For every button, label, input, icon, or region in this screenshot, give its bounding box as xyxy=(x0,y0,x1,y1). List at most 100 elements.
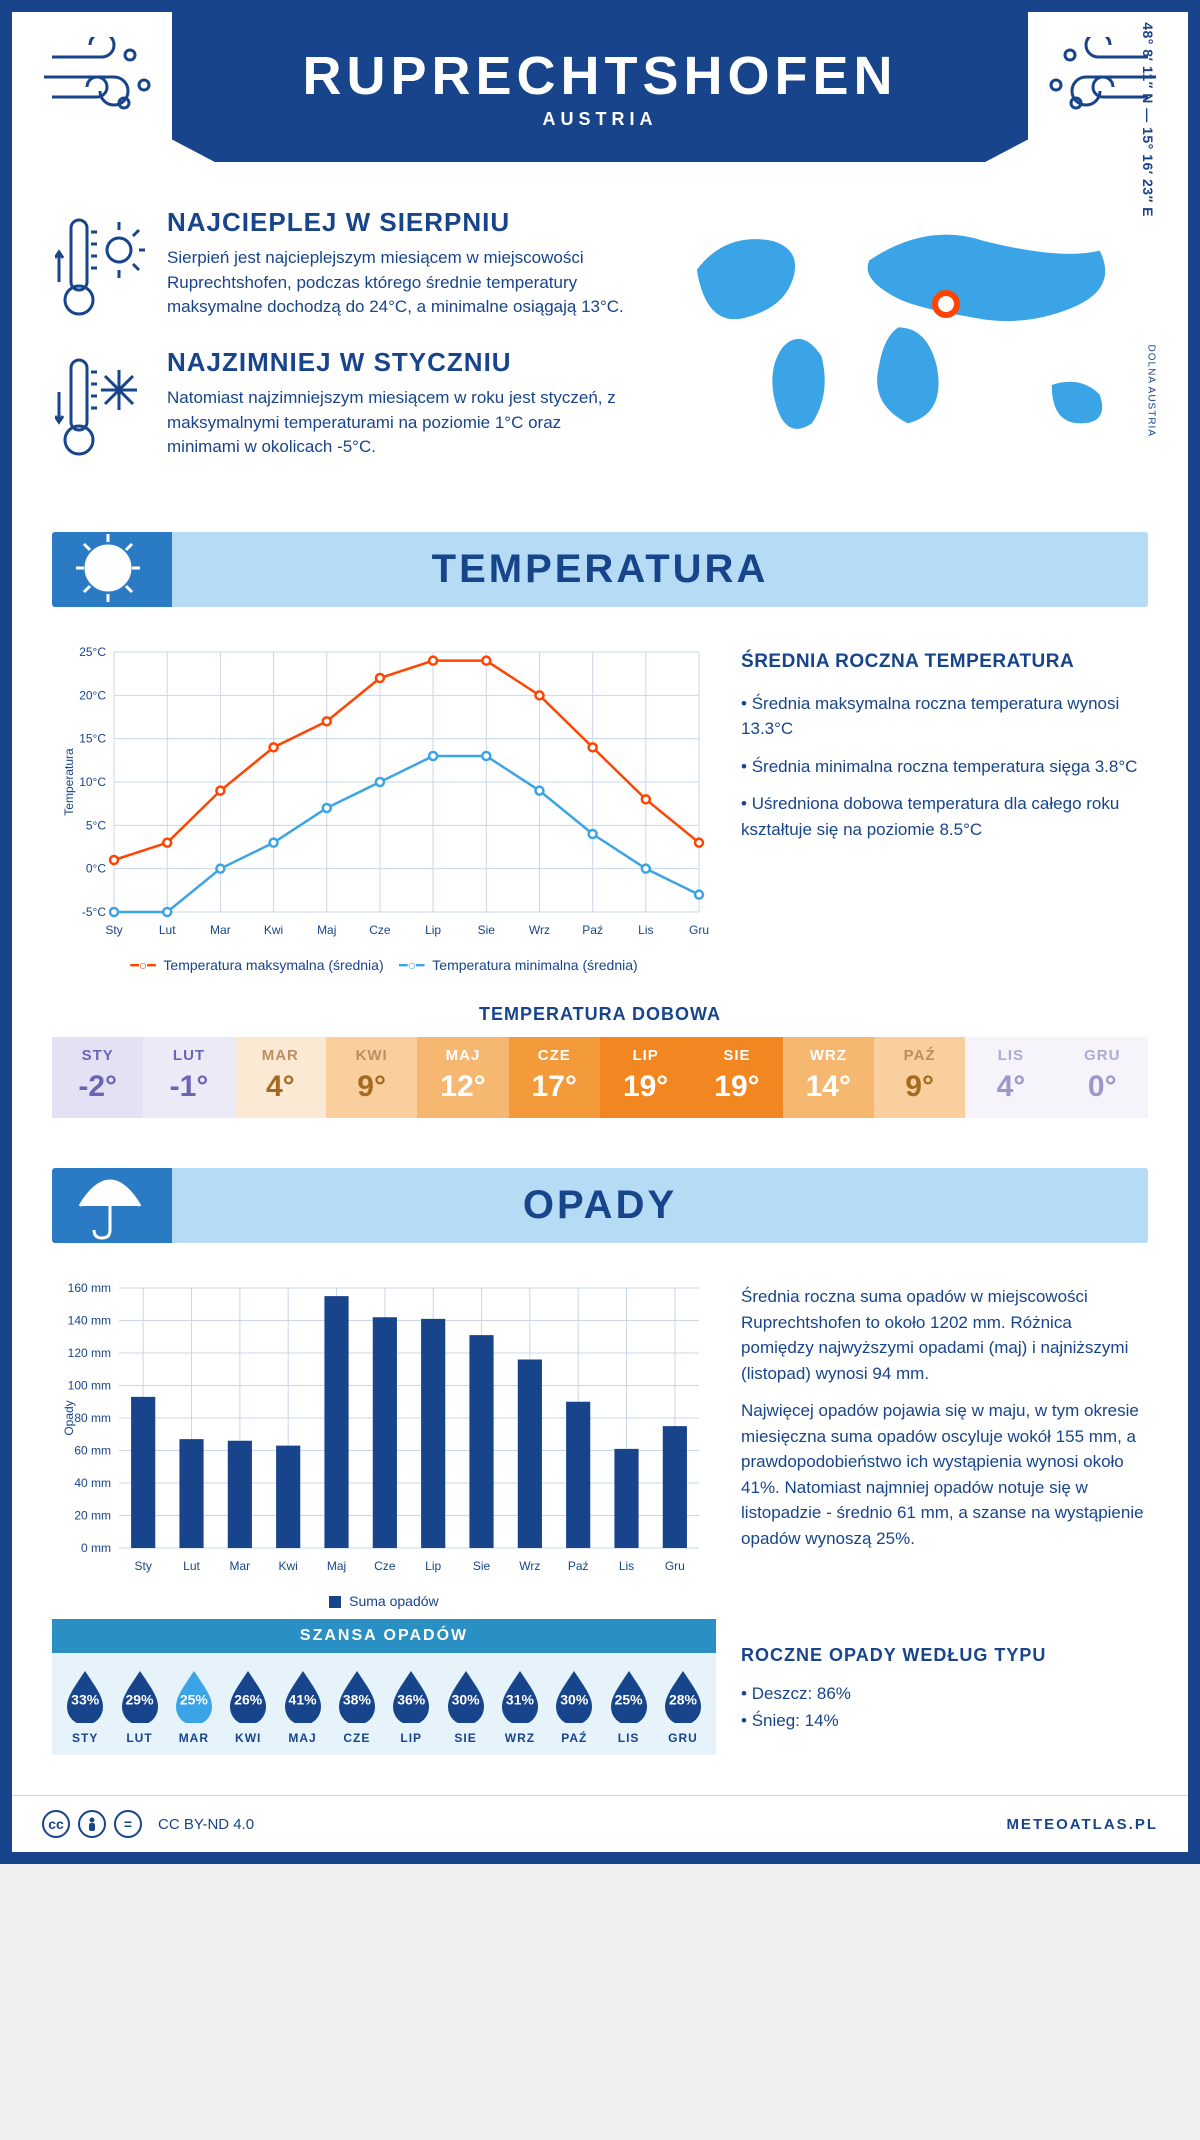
svg-text:Wrz: Wrz xyxy=(529,923,550,937)
daily-temp-cell: WRZ14° xyxy=(783,1037,874,1118)
temp-info-line: • Uśredniona dobowa temperatura dla całe… xyxy=(741,791,1148,842)
city-title: RUPRECHTSHOFEN xyxy=(302,45,897,107)
rain-chance-drop: 25%MAR xyxy=(167,1667,221,1745)
page-header: RUPRECHTSHOFEN AUSTRIA xyxy=(12,12,1188,182)
fact-hot-text: Sierpień jest najcieplejszym miesiącem w… xyxy=(167,246,638,320)
svg-text:-5°C: -5°C xyxy=(82,905,106,919)
temp-info-line: • Średnia maksymalna roczna temperatura … xyxy=(741,691,1148,742)
svg-text:0 mm: 0 mm xyxy=(81,1541,111,1555)
precipitation-bar-chart: 0 mm 20 mm 40 mm 60 mm 80 mm 100 mm 120 mm 140 … xyxy=(52,1278,716,1609)
daily-temp-cell: KWI9° xyxy=(326,1037,417,1118)
rain-chance-drop: 30%SIE xyxy=(438,1667,492,1745)
svg-text:20°C: 20°C xyxy=(79,688,106,702)
cc-icon: cc xyxy=(42,1810,70,1838)
fact-cold-title: NAJZIMNIEJ W STYCZNIU xyxy=(167,347,638,378)
section-header-temperature: TEMPERATURA xyxy=(52,532,1148,607)
svg-text:Lis: Lis xyxy=(638,923,653,937)
svg-text:Cze: Cze xyxy=(374,1559,396,1573)
rain-chance-drop: 26%KWI xyxy=(221,1667,275,1745)
svg-text:0°C: 0°C xyxy=(86,862,106,876)
rain-chance-drop: 31%WRZ xyxy=(493,1667,547,1745)
rain-chance-drop: 41%MAJ xyxy=(275,1667,329,1745)
svg-text:Opady: Opady xyxy=(62,1400,76,1435)
svg-text:140 mm: 140 mm xyxy=(68,1314,111,1328)
svg-text:Lis: Lis xyxy=(619,1559,634,1573)
daily-temp-cell: PAŹ9° xyxy=(874,1037,965,1118)
rain-chance-drop: 25%LIS xyxy=(601,1667,655,1745)
svg-text:Sty: Sty xyxy=(105,923,122,937)
rain-chance-drop: 36%LIP xyxy=(384,1667,438,1745)
umbrella-icon xyxy=(70,1166,150,1246)
thermometer-hot-icon xyxy=(52,207,147,322)
precip-text-2: Najwięcej opadów pojawia się w maju, w t… xyxy=(741,1398,1148,1551)
svg-text:100 mm: 100 mm xyxy=(68,1379,111,1393)
thermometer-cold-icon xyxy=(52,347,147,462)
section-title-precipitation: OPADY xyxy=(523,1183,677,1228)
daily-temp-cell: STY-2° xyxy=(52,1037,143,1118)
svg-text:120 mm: 120 mm xyxy=(68,1346,111,1360)
svg-text:Gru: Gru xyxy=(665,1559,685,1573)
sun-icon xyxy=(70,530,150,610)
svg-text:60 mm: 60 mm xyxy=(74,1444,111,1458)
fact-hottest: NAJCIEPLEJ W SIERPNIU Sierpień jest najc… xyxy=(52,207,638,322)
svg-text:Sty: Sty xyxy=(135,1559,152,1573)
precip-type-title: ROCZNE OPADY WEDŁUG TYPU xyxy=(741,1641,1148,1670)
fact-coldest: NAJZIMNIEJ W STYCZNIU Natomiast najzimni… xyxy=(52,347,638,462)
fact-cold-text: Natomiast najzimniejszym miesiącem w rok… xyxy=(167,386,638,460)
license-text: CC BY-ND 4.0 xyxy=(158,1816,254,1833)
brand-text: METEOATLAS.PL xyxy=(1006,1816,1158,1833)
svg-text:40 mm: 40 mm xyxy=(74,1476,111,1490)
rain-chance-drop: 33%STY xyxy=(58,1667,112,1745)
daily-temp-strip: STY-2°LUT-1°MAR4°KWI9°MAJ12°CZE17°LIP19°… xyxy=(52,1037,1148,1118)
daily-temp-cell: LIP19° xyxy=(600,1037,691,1118)
svg-text:Temperatura: Temperatura xyxy=(62,748,76,816)
svg-text:5°C: 5°C xyxy=(86,818,106,832)
svg-text:Sie: Sie xyxy=(478,923,496,937)
daily-temp-cell: LIS4° xyxy=(965,1037,1056,1118)
world-map xyxy=(668,207,1148,467)
svg-text:Paź: Paź xyxy=(582,923,603,937)
svg-text:Mar: Mar xyxy=(210,923,231,937)
svg-text:Paź: Paź xyxy=(568,1559,589,1573)
coordinates: 48° 8′ 11″ N — 15° 16′ 23″ E xyxy=(1140,22,1156,217)
svg-text:Lut: Lut xyxy=(183,1559,200,1573)
svg-text:10°C: 10°C xyxy=(79,775,106,789)
svg-text:15°C: 15°C xyxy=(79,732,106,746)
svg-text:20 mm: 20 mm xyxy=(74,1509,111,1523)
rain-chance-drop: 28%GRU xyxy=(656,1667,710,1745)
rain-chance-drop: 29%LUT xyxy=(112,1667,166,1745)
fact-hot-title: NAJCIEPLEJ W SIERPNIU xyxy=(167,207,638,238)
page-footer: cc = CC BY-ND 4.0 METEOATLAS.PL xyxy=(12,1795,1188,1852)
daily-temp-cell: CZE17° xyxy=(509,1037,600,1118)
daily-temp-cell: GRU0° xyxy=(1057,1037,1148,1118)
wind-decoration-left xyxy=(42,37,152,122)
country-subtitle: AUSTRIA xyxy=(543,109,658,130)
svg-text:Lut: Lut xyxy=(159,923,176,937)
daily-temp-cell: SIE19° xyxy=(691,1037,782,1118)
chance-title: SZANSA OPADÓW xyxy=(52,1619,716,1653)
svg-text:25°C: 25°C xyxy=(79,645,106,659)
svg-text:Wrz: Wrz xyxy=(519,1559,540,1573)
rain-chance-drop: 30%PAŹ xyxy=(547,1667,601,1745)
daily-temp-title: TEMPERATURA DOBOWA xyxy=(12,1004,1188,1025)
svg-text:Maj: Maj xyxy=(317,923,336,937)
temp-info-title: ŚREDNIA ROCZNA TEMPERATURA xyxy=(741,648,1148,677)
svg-text:Mar: Mar xyxy=(230,1559,251,1573)
daily-temp-cell: MAR4° xyxy=(235,1037,326,1118)
daily-temp-cell: MAJ12° xyxy=(417,1037,508,1118)
svg-text:Maj: Maj xyxy=(327,1559,346,1573)
svg-text:Lip: Lip xyxy=(425,923,441,937)
svg-text:Lip: Lip xyxy=(425,1559,441,1573)
license-icons: cc = CC BY-ND 4.0 xyxy=(42,1810,254,1838)
svg-text:Kwi: Kwi xyxy=(279,1559,298,1573)
precip-type-line: • Śnieg: 14% xyxy=(741,1707,1148,1734)
precip-type-line: • Deszcz: 86% xyxy=(741,1680,1148,1707)
svg-text:Cze: Cze xyxy=(369,923,391,937)
section-header-precipitation: OPADY xyxy=(52,1168,1148,1243)
svg-text:80 mm: 80 mm xyxy=(74,1411,111,1425)
svg-text:Gru: Gru xyxy=(689,923,709,937)
svg-text:Sie: Sie xyxy=(473,1559,491,1573)
daily-temp-cell: LUT-1° xyxy=(143,1037,234,1118)
svg-text:160 mm: 160 mm xyxy=(68,1281,111,1295)
temperature-line-chart: -5°C0°C5°C10°C15°C20°C25°CStyLutMarKwiMa… xyxy=(52,642,716,974)
